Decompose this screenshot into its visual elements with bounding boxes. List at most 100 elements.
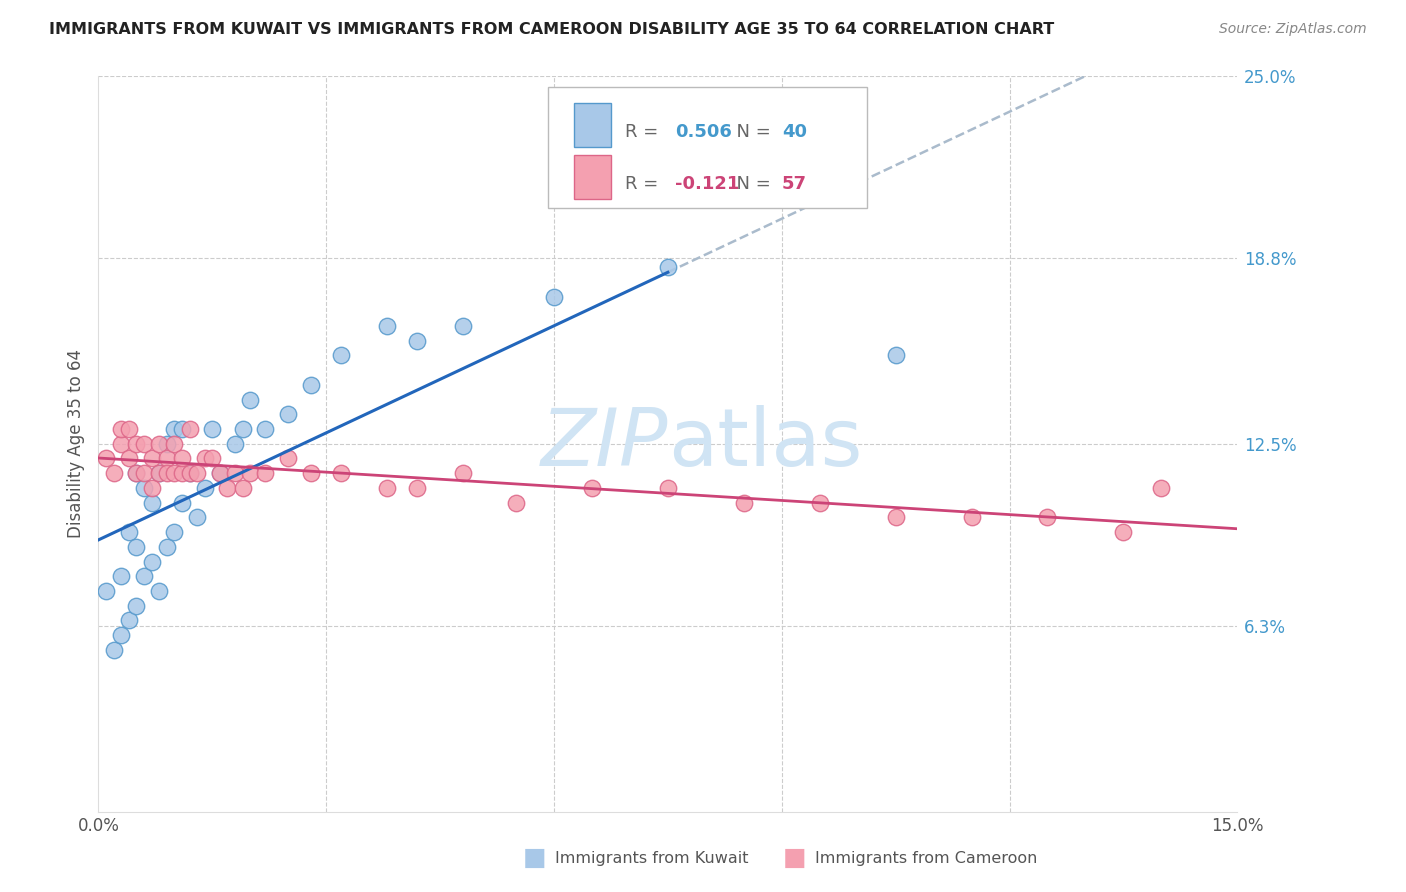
- Text: 0.506: 0.506: [675, 123, 731, 142]
- Point: [110, 436, 132, 450]
- Point: [156, 436, 179, 450]
- Point: [960, 510, 983, 524]
- Point: [156, 451, 179, 466]
- Text: R =: R =: [624, 123, 664, 142]
- Point: [163, 524, 186, 539]
- Point: [808, 496, 831, 510]
- Point: [125, 466, 148, 480]
- Point: [217, 481, 239, 495]
- Point: [179, 466, 201, 480]
- Point: [148, 584, 170, 599]
- Point: [299, 378, 322, 392]
- Point: [103, 642, 125, 657]
- Point: [103, 466, 125, 480]
- FancyBboxPatch shape: [548, 87, 868, 209]
- Point: [132, 481, 155, 495]
- Point: [770, 186, 793, 201]
- Point: [194, 481, 217, 495]
- Point: [125, 466, 148, 480]
- Point: [163, 422, 186, 436]
- Point: [451, 318, 474, 333]
- Point: [232, 481, 254, 495]
- Text: Immigrants from Cameroon: Immigrants from Cameroon: [815, 851, 1038, 865]
- Text: R =: R =: [624, 175, 664, 193]
- Text: atlas: atlas: [668, 405, 862, 483]
- Text: N =: N =: [725, 123, 776, 142]
- Point: [330, 466, 353, 480]
- Point: [232, 422, 254, 436]
- Point: [201, 422, 224, 436]
- Point: [148, 436, 170, 450]
- Point: [224, 466, 246, 480]
- Point: [543, 289, 565, 303]
- Point: [1036, 510, 1059, 524]
- Point: [148, 466, 170, 480]
- Point: [118, 614, 141, 628]
- Point: [208, 466, 231, 480]
- Point: [884, 510, 907, 524]
- Point: [148, 466, 170, 480]
- Point: [186, 510, 208, 524]
- Point: [156, 540, 179, 554]
- Text: 40: 40: [782, 123, 807, 142]
- Text: ZIP: ZIP: [540, 405, 668, 483]
- Point: [1150, 481, 1173, 495]
- Point: [581, 481, 603, 495]
- Point: [132, 466, 155, 480]
- Point: [657, 260, 679, 275]
- Text: -0.121: -0.121: [675, 175, 740, 193]
- Point: [94, 451, 117, 466]
- Text: N =: N =: [725, 175, 776, 193]
- Point: [141, 481, 163, 495]
- Y-axis label: Disability Age 35 to 64: Disability Age 35 to 64: [66, 350, 84, 538]
- Point: [186, 466, 208, 480]
- Point: [132, 569, 155, 583]
- Point: [170, 422, 193, 436]
- Point: [208, 466, 231, 480]
- Point: [110, 569, 132, 583]
- Point: [330, 348, 353, 362]
- Point: [299, 466, 322, 480]
- Point: [118, 451, 141, 466]
- Point: [657, 481, 679, 495]
- Point: [194, 451, 217, 466]
- Point: [141, 496, 163, 510]
- Point: [239, 392, 262, 407]
- Text: IMMIGRANTS FROM KUWAIT VS IMMIGRANTS FROM CAMEROON DISABILITY AGE 35 TO 64 CORRE: IMMIGRANTS FROM KUWAIT VS IMMIGRANTS FRO…: [49, 22, 1054, 37]
- Point: [163, 466, 186, 480]
- Point: [170, 496, 193, 510]
- Point: [406, 481, 429, 495]
- Text: Immigrants from Kuwait: Immigrants from Kuwait: [555, 851, 749, 865]
- Point: [179, 466, 201, 480]
- Point: [141, 554, 163, 569]
- Text: ■: ■: [783, 847, 806, 870]
- Point: [1112, 524, 1135, 539]
- Text: 57: 57: [782, 175, 807, 193]
- Point: [141, 451, 163, 466]
- Point: [505, 496, 527, 510]
- Point: [125, 599, 148, 613]
- Point: [94, 584, 117, 599]
- Point: [118, 422, 141, 436]
- Point: [201, 451, 224, 466]
- Text: Source: ZipAtlas.com: Source: ZipAtlas.com: [1219, 22, 1367, 37]
- Text: ■: ■: [523, 847, 546, 870]
- Point: [125, 436, 148, 450]
- Point: [406, 334, 429, 348]
- FancyBboxPatch shape: [575, 103, 612, 147]
- Point: [170, 451, 193, 466]
- Point: [239, 466, 262, 480]
- FancyBboxPatch shape: [575, 154, 612, 199]
- Point: [254, 466, 277, 480]
- Point: [118, 524, 141, 539]
- Point: [254, 422, 277, 436]
- Point: [375, 318, 398, 333]
- Point: [125, 540, 148, 554]
- Point: [110, 422, 132, 436]
- Point: [156, 466, 179, 480]
- Point: [375, 481, 398, 495]
- Point: [277, 451, 299, 466]
- Point: [733, 496, 755, 510]
- Point: [451, 466, 474, 480]
- Point: [163, 436, 186, 450]
